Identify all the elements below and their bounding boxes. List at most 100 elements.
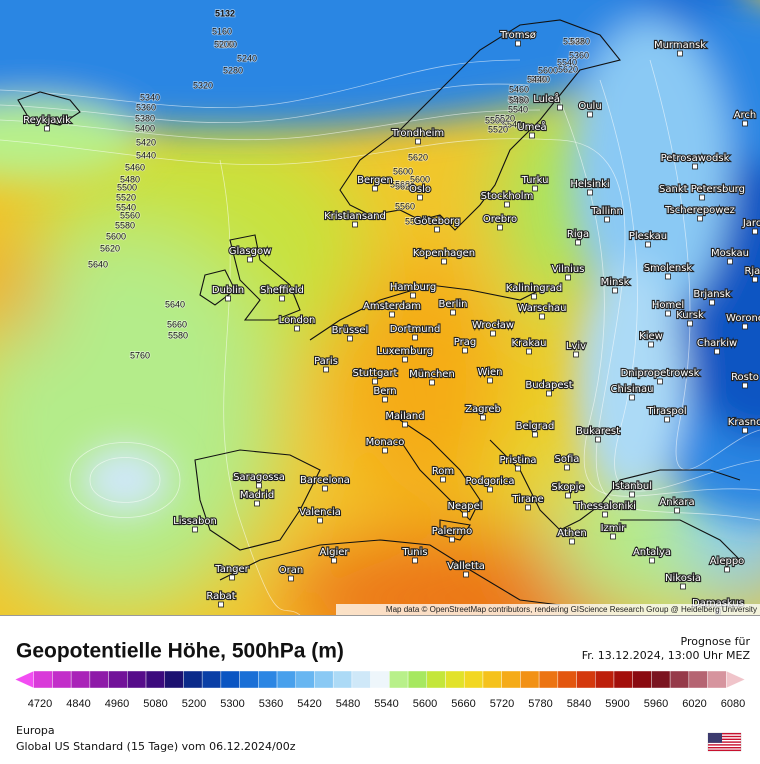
city-marker xyxy=(412,557,418,564)
city: Göteborg xyxy=(413,215,461,233)
city-label: Antalya xyxy=(633,547,671,558)
contour-label: 5380 xyxy=(135,113,155,123)
city-marker xyxy=(44,125,50,132)
city-label: Umeå xyxy=(517,120,546,133)
city-marker xyxy=(323,366,329,373)
city-label: Valencia xyxy=(299,507,341,518)
city: Skopje xyxy=(550,481,586,499)
city-label: Stuttgart xyxy=(353,368,398,379)
contour-label: 5760 xyxy=(130,350,150,360)
city-marker xyxy=(532,185,538,192)
city: Tiraspol xyxy=(645,405,688,423)
city-marker xyxy=(462,511,468,518)
city-marker xyxy=(347,335,353,342)
city-label: Belgrad xyxy=(516,421,555,432)
contour-label: 5360 xyxy=(136,102,156,112)
city-marker xyxy=(674,507,680,514)
city: Amsterdam xyxy=(362,300,422,318)
city-label: Krakau xyxy=(512,338,547,349)
colorbar-tick-label: 5900 xyxy=(605,698,629,710)
city-label: Amsterdam xyxy=(363,301,421,312)
city-label: Helsinki xyxy=(570,179,609,190)
city: Sheffield xyxy=(259,284,305,302)
city-label: Podgorica xyxy=(465,476,514,487)
colorbar-swatch xyxy=(370,670,390,689)
city: Minsk xyxy=(600,276,631,294)
city: Palermo xyxy=(431,525,473,543)
city: London xyxy=(278,314,316,332)
colorbar-swatch xyxy=(258,670,278,689)
colorbar-swatch xyxy=(70,670,91,689)
city-marker xyxy=(648,341,654,348)
city-label: Rom xyxy=(432,466,454,477)
forecast-label: Prognose für xyxy=(681,635,751,648)
city: Tallinn xyxy=(589,205,624,223)
city: Antalya xyxy=(632,546,672,564)
colorbar-swatch xyxy=(613,670,633,689)
city-marker xyxy=(247,256,253,263)
city-label: Arch xyxy=(734,110,757,121)
city: Glasgow xyxy=(228,245,272,263)
colorbar-tick-label: 6020 xyxy=(682,698,706,710)
city: Neapel xyxy=(446,500,484,518)
city-marker xyxy=(575,239,581,246)
colorbar-swatch xyxy=(538,670,559,689)
city-label: Dnipropetrowsk xyxy=(621,368,700,379)
contour-label: 5500 xyxy=(117,182,137,192)
contour-labels: 5132516051805200524052805320534053605380… xyxy=(87,8,591,362)
city-label: Ankara xyxy=(659,497,694,508)
city-marker xyxy=(487,377,493,384)
city-label: Stockholm xyxy=(481,191,534,202)
city-label: Athen xyxy=(557,528,586,539)
contour-label: 5380 xyxy=(570,36,590,46)
city: Bern xyxy=(372,385,398,403)
city-label: Hamburg xyxy=(390,282,436,293)
city-marker xyxy=(629,394,635,401)
city-marker xyxy=(254,500,260,507)
city-label: Riga xyxy=(567,229,589,240)
colorbar-tick-label: 5720 xyxy=(490,698,514,710)
city: Petrosawodsk xyxy=(660,152,731,170)
city-label: Krasno xyxy=(728,417,760,428)
city-label: Aleppo xyxy=(710,556,745,567)
colorbar-tick-label: 5200 xyxy=(182,698,206,710)
contour-label: 5540 xyxy=(508,104,528,114)
city-marker xyxy=(645,241,651,248)
city: Smolensk xyxy=(643,262,694,280)
city-marker xyxy=(279,295,285,302)
city-label: Algier xyxy=(319,547,349,558)
city: Thessaloniki xyxy=(572,500,637,518)
legend-title: Geopotentielle Höhe, 500hPa (m) xyxy=(16,640,344,663)
city-label: Monaco xyxy=(366,437,405,448)
city-label: Tscherepowez xyxy=(664,205,735,216)
city-label: Palermo xyxy=(432,526,472,537)
city-label: Kiew xyxy=(639,331,663,342)
city: Bukarest xyxy=(575,425,621,443)
city-label: Oulu xyxy=(578,101,601,112)
city-marker xyxy=(463,571,469,578)
colorbar: 4720 4840 4960 5080 5200 5300 5360 5420 5480 5540… xyxy=(14,670,746,710)
city-label: Madrid xyxy=(240,490,274,501)
city-label: Göteborg xyxy=(414,216,461,227)
city-marker xyxy=(587,189,593,196)
city-marker xyxy=(699,194,705,201)
city: Orebro xyxy=(482,213,518,231)
colorbar-swatch xyxy=(201,670,222,689)
colorbar-swatch xyxy=(726,670,746,689)
city-marker xyxy=(565,274,571,281)
city-label: Zagreb xyxy=(465,404,501,415)
city-marker xyxy=(602,511,608,518)
city-label: Pleskau xyxy=(629,231,667,242)
city-marker xyxy=(680,583,686,590)
city: Sankt Petersburg xyxy=(658,183,746,201)
contour-label: 5640 xyxy=(88,259,108,269)
contour-label: 5620 xyxy=(100,243,120,253)
city: Tscherepowez xyxy=(663,204,736,222)
contour-label: 5320 xyxy=(193,80,213,90)
city: Tanger xyxy=(213,563,251,581)
colorbar-swatch xyxy=(164,670,184,689)
city-marker xyxy=(564,464,570,471)
city: Kursk xyxy=(675,309,705,327)
city-label: Tallinn xyxy=(590,206,623,217)
